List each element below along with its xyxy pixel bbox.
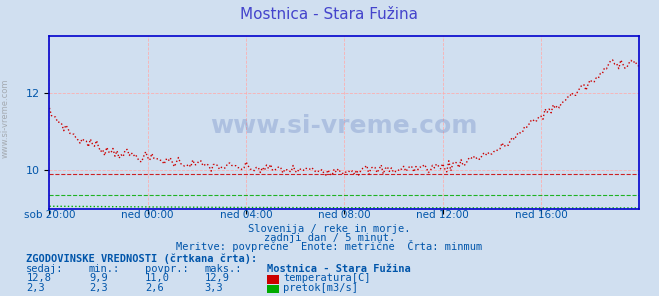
Text: Mostnica - Stara Fužina: Mostnica - Stara Fužina <box>267 264 411 274</box>
Text: www.si-vreme.com: www.si-vreme.com <box>211 114 478 138</box>
Text: ZGODOVINSKE VREDNOSTI (črtkana črta):: ZGODOVINSKE VREDNOSTI (črtkana črta): <box>26 253 258 264</box>
Text: Meritve: povprečne  Enote: metrične  Črta: minmum: Meritve: povprečne Enote: metrične Črta:… <box>177 240 482 252</box>
Text: 9,9: 9,9 <box>89 273 107 283</box>
Text: ned 00:00: ned 00:00 <box>121 210 174 220</box>
Text: ned 12:00: ned 12:00 <box>416 210 469 220</box>
Text: sob 20:00: sob 20:00 <box>24 210 75 220</box>
Text: povpr.:: povpr.: <box>145 264 188 274</box>
Text: Slovenija / reke in morje.: Slovenija / reke in morje. <box>248 224 411 234</box>
Text: www.si-vreme.com: www.si-vreme.com <box>1 79 10 158</box>
Text: pretok[m3/s]: pretok[m3/s] <box>283 283 358 293</box>
Text: sedaj:: sedaj: <box>26 264 64 274</box>
Text: 2,6: 2,6 <box>145 283 163 293</box>
Text: ned 08:00: ned 08:00 <box>318 210 370 220</box>
Text: 12,8: 12,8 <box>26 273 51 283</box>
Text: 2,3: 2,3 <box>26 283 45 293</box>
Text: 11,0: 11,0 <box>145 273 170 283</box>
Text: 12,9: 12,9 <box>204 273 229 283</box>
Text: 3,3: 3,3 <box>204 283 223 293</box>
Text: min.:: min.: <box>89 264 120 274</box>
Text: 2,3: 2,3 <box>89 283 107 293</box>
Text: temperatura[C]: temperatura[C] <box>283 273 371 283</box>
Text: zadnji dan / 5 minut.: zadnji dan / 5 minut. <box>264 233 395 243</box>
Text: Mostnica - Stara Fužina: Mostnica - Stara Fužina <box>241 7 418 22</box>
Text: ned 16:00: ned 16:00 <box>515 210 567 220</box>
Text: maks.:: maks.: <box>204 264 242 274</box>
Text: ned 04:00: ned 04:00 <box>219 210 272 220</box>
